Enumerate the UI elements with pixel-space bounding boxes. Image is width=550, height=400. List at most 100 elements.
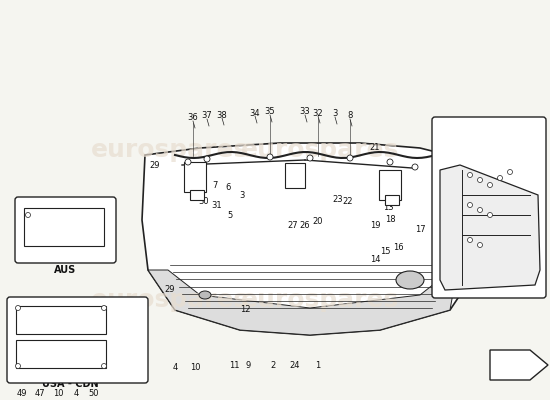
Circle shape [468,202,472,208]
Text: 21: 21 [525,134,535,142]
Text: 4: 4 [172,364,178,372]
Text: 1: 1 [315,360,321,370]
Text: USA - CDN: USA - CDN [42,379,98,389]
Text: 31: 31 [212,200,222,210]
Text: 42: 42 [447,148,457,156]
Circle shape [477,178,482,182]
PathPatch shape [142,143,490,335]
Text: 20: 20 [313,218,323,226]
Text: 15: 15 [379,248,390,256]
Text: eurospares: eurospares [241,138,399,162]
Text: 3: 3 [239,190,245,200]
Text: 8: 8 [347,112,353,120]
Text: 38: 38 [217,110,227,120]
Text: 2: 2 [271,360,276,370]
Circle shape [508,170,513,174]
Text: 45: 45 [447,124,457,132]
Text: 43: 43 [525,174,535,182]
FancyBboxPatch shape [15,197,116,263]
Text: 37: 37 [202,112,212,120]
Text: 29: 29 [165,286,175,294]
Ellipse shape [199,291,211,299]
Text: 3: 3 [332,110,338,118]
PathPatch shape [440,165,540,290]
Text: 21: 21 [370,144,380,152]
Text: 35: 35 [265,108,276,116]
Text: 16: 16 [393,244,403,252]
Circle shape [498,176,503,180]
Text: 32: 32 [313,108,323,118]
Text: 1: 1 [19,322,25,332]
FancyBboxPatch shape [184,162,206,192]
Text: 12: 12 [240,306,250,314]
Text: 30: 30 [199,198,210,206]
Text: eurospares: eurospares [91,138,249,162]
Circle shape [102,306,107,310]
Circle shape [347,155,353,161]
FancyBboxPatch shape [24,208,104,246]
FancyBboxPatch shape [16,340,106,368]
Text: eurospares: eurospares [241,288,399,312]
Text: 40: 40 [525,248,535,256]
Text: 26: 26 [300,220,310,230]
Text: 22: 22 [447,200,457,210]
Text: 19: 19 [525,154,535,162]
Circle shape [15,306,20,310]
Text: 14: 14 [370,256,380,264]
Text: 33: 33 [300,108,310,116]
Text: 11: 11 [229,360,239,370]
Circle shape [468,172,472,178]
Text: 4: 4 [73,390,79,398]
Text: 46: 46 [447,132,457,140]
Text: 39: 39 [525,236,535,244]
Text: 17: 17 [415,226,425,234]
Text: 47: 47 [35,390,45,398]
Text: 30: 30 [447,248,457,256]
Text: 10: 10 [190,364,200,372]
Text: 36: 36 [188,114,199,122]
Text: 23: 23 [333,196,343,204]
Text: 6: 6 [226,184,230,192]
Text: 13: 13 [383,204,393,212]
Text: 22: 22 [343,198,353,206]
FancyBboxPatch shape [379,170,401,200]
Text: 4: 4 [62,246,68,254]
Text: 34: 34 [250,108,260,118]
Text: 19: 19 [370,220,380,230]
Circle shape [487,182,492,188]
Text: 7: 7 [212,180,218,190]
Circle shape [102,364,107,368]
FancyBboxPatch shape [432,117,546,298]
Text: 10: 10 [53,390,63,398]
Text: AUS: AUS [54,265,76,275]
Text: 29: 29 [150,160,160,170]
FancyBboxPatch shape [7,297,148,383]
Text: 27: 27 [288,220,298,230]
Text: 24: 24 [290,360,300,370]
Text: 43: 43 [458,148,468,156]
Circle shape [267,154,273,160]
Circle shape [204,156,210,162]
Text: 23: 23 [447,210,457,220]
Text: eurospares: eurospares [91,288,249,312]
Circle shape [25,212,30,218]
Circle shape [185,159,191,165]
Text: 49: 49 [16,390,28,398]
Ellipse shape [396,271,424,289]
FancyBboxPatch shape [190,190,204,200]
Circle shape [477,242,482,248]
Text: 13: 13 [447,224,457,232]
PathPatch shape [148,265,458,335]
Circle shape [15,364,20,368]
Text: USA - CDN: USA - CDN [461,280,518,290]
Text: 44: 44 [525,164,535,172]
Text: 5: 5 [227,210,233,220]
Text: 1: 1 [527,200,532,210]
Text: 20: 20 [525,144,535,152]
Circle shape [307,155,313,161]
Text: 4: 4 [25,214,31,222]
Text: 9: 9 [245,360,251,370]
Text: 18: 18 [384,216,395,224]
Circle shape [487,212,492,218]
Text: 41: 41 [447,158,457,166]
